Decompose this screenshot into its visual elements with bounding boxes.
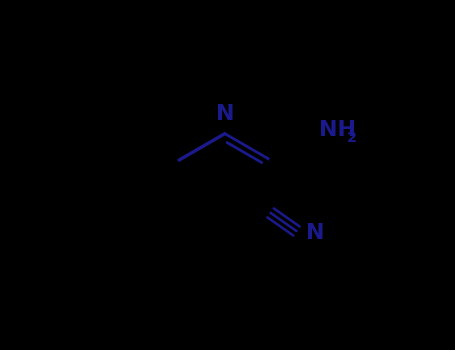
Text: 2: 2 [347,131,357,145]
Text: NH: NH [318,120,356,140]
Text: N: N [306,223,324,243]
Text: N: N [216,104,234,124]
